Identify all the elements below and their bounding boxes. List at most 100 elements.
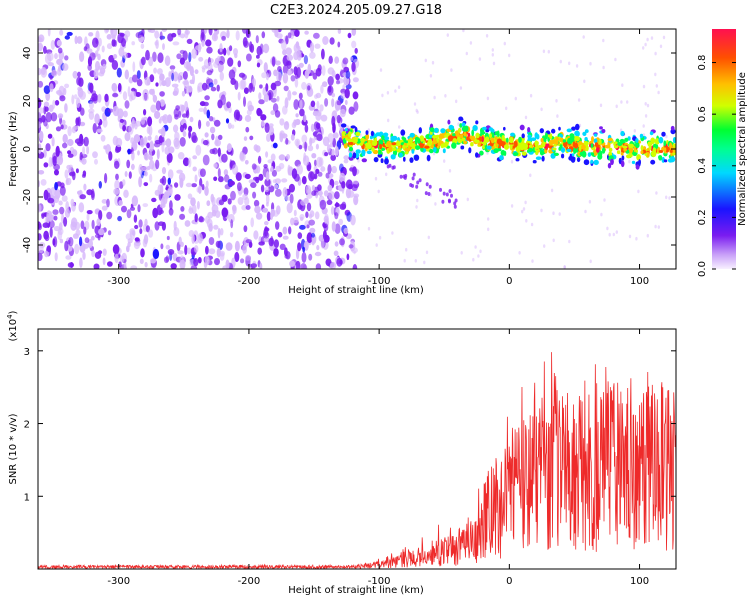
spectrogram-cell <box>620 152 624 156</box>
spectrogram-cell <box>188 230 195 237</box>
spectrogram-cell <box>300 199 306 206</box>
spectrogram-cell <box>243 40 250 48</box>
spectrogram-cell <box>134 241 142 247</box>
spectrogram-cell <box>211 209 217 217</box>
spectrogram-cell <box>400 129 406 136</box>
spectrogram-cell <box>658 136 664 144</box>
spectrogram-cell <box>243 225 248 233</box>
spectrogram-cell <box>112 93 119 98</box>
spectrogram-cell <box>266 201 269 207</box>
spectrogram-cell <box>485 34 489 38</box>
spectrogram-cell <box>603 198 606 202</box>
spectrogram-cell <box>459 123 463 128</box>
spectrogram-cell <box>295 248 300 260</box>
spectrogram-cell <box>387 118 390 123</box>
spectrogram-cell <box>521 209 524 214</box>
spectrogram-cell <box>40 179 47 186</box>
spectrogram-cell <box>467 132 471 138</box>
spectrogram-cell <box>552 211 555 215</box>
spectrogram-cell <box>230 190 236 201</box>
spectrogram-cell <box>669 156 676 163</box>
spectrogram-cell <box>457 136 460 142</box>
spectrogram-cell <box>86 210 93 215</box>
spectrogram-cell <box>246 53 252 62</box>
spectrogram-cell <box>654 72 657 77</box>
spectrogram-cell <box>64 55 69 61</box>
spectrogram-cell <box>518 142 523 149</box>
spectrogram-cell <box>640 145 644 151</box>
spectrogram-cell <box>257 155 262 164</box>
spectrogram-cell <box>216 84 220 92</box>
spectrogram-cell <box>54 100 60 106</box>
spectrogram-cell <box>80 220 85 230</box>
spectrogram-cell <box>403 137 407 143</box>
spectrogram-cell <box>340 88 346 94</box>
spectrogram-cell <box>63 216 68 227</box>
spectrogram-cell <box>208 116 214 122</box>
spectrogram-cell <box>588 199 592 204</box>
spectrogram-cell <box>177 152 185 160</box>
spectrogram-cell <box>244 173 251 180</box>
spectrogram-cell <box>540 208 543 213</box>
spectrogram-cell <box>317 184 322 192</box>
spectrogram-cell <box>458 116 464 121</box>
spectrogram-cell <box>327 133 334 143</box>
spectrogram-cell <box>169 200 173 211</box>
spectrogram-cell <box>173 124 179 133</box>
spectrogram-cell <box>265 151 269 158</box>
spectrogram-cell <box>398 152 403 158</box>
spectrogram-cell <box>161 141 165 153</box>
spectrogram-cell <box>555 99 558 103</box>
spectrogram-cell <box>201 183 205 191</box>
spectrogram-cell <box>179 137 186 147</box>
spectrogram-cell <box>416 180 420 185</box>
spectrogram-cell <box>472 125 478 132</box>
spectrogram-cell <box>355 131 361 137</box>
spectrogram-cell <box>101 205 108 211</box>
spectrogram-cell <box>152 51 157 62</box>
spectrogram-cell <box>608 232 611 237</box>
spectrogram-x-tick-label: 100 <box>630 276 649 287</box>
spectrogram-cell <box>164 77 171 88</box>
spectrogram-cell <box>75 229 81 236</box>
spectrogram-cell <box>60 124 64 130</box>
spectrogram-cell <box>347 32 352 39</box>
spectrogram-cell <box>176 169 183 174</box>
spectrogram-cell <box>367 128 370 132</box>
spectrogram-cell <box>534 140 539 147</box>
spectrogram-cell <box>53 225 61 232</box>
spectrogram-cell <box>391 231 394 235</box>
spectrogram-cell <box>192 166 197 172</box>
spectrogram-cell <box>404 151 409 155</box>
spectrogram-cell <box>442 148 446 154</box>
spectrogram-cell <box>147 135 152 141</box>
spectrogram-cell <box>41 212 48 218</box>
spectrogram-cell <box>300 216 304 221</box>
spectrogram-cell <box>405 247 408 252</box>
spectrogram-cell <box>323 223 329 232</box>
spectrogram-cell <box>339 238 345 246</box>
spectrogram-cell <box>478 57 482 61</box>
spectrogram-cell <box>391 142 397 146</box>
spectrogram-cell <box>79 121 86 127</box>
spectrogram-cell <box>285 137 289 145</box>
spectrogram-cell <box>620 130 625 137</box>
spectrogram-cell <box>386 91 390 95</box>
spectrogram-cell <box>232 206 236 215</box>
spectrogram-cell <box>271 169 277 177</box>
spectrogram-cell <box>411 183 414 188</box>
spectrogram-cell <box>284 247 288 257</box>
spectrogram-cell <box>96 128 103 133</box>
spectrogram-cell <box>161 175 167 186</box>
spectrogram-cell <box>274 184 279 189</box>
spectrogram-cell <box>131 118 135 129</box>
spectrogram-cell <box>419 135 425 142</box>
spectrogram-cell <box>266 211 271 222</box>
spectrogram-cell <box>167 169 174 180</box>
spectrogram-cell <box>263 231 270 239</box>
spectrogram-cell <box>615 230 618 234</box>
spectrogram-cell <box>228 180 235 186</box>
spectrogram-cell <box>350 214 356 226</box>
spectrogram-cell <box>663 140 667 147</box>
spectrogram-cell <box>177 29 182 36</box>
